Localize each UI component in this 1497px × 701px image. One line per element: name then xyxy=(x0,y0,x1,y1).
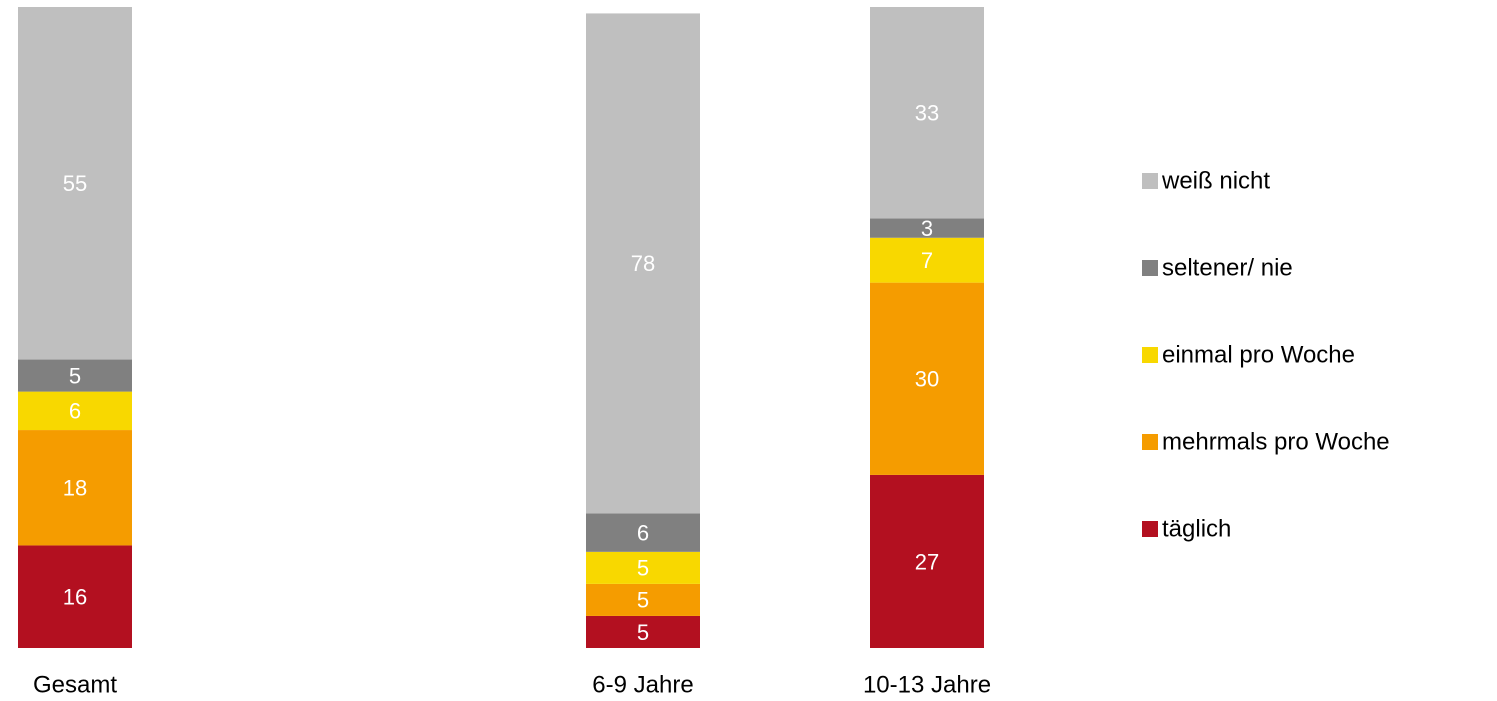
bar-segment xyxy=(586,13,700,514)
legend-swatch xyxy=(1142,260,1158,276)
bar-segment xyxy=(586,513,700,552)
data-label: 5 xyxy=(637,556,649,581)
bar-segment xyxy=(18,545,132,648)
bar-segment xyxy=(18,391,132,431)
legend-swatch xyxy=(1142,434,1158,450)
legend-swatch xyxy=(1142,173,1158,189)
bar-segment xyxy=(870,282,984,475)
bar-segment xyxy=(870,237,984,283)
data-label: 3 xyxy=(921,216,933,241)
bar-segment xyxy=(586,583,700,616)
legend-swatch xyxy=(1142,521,1158,537)
data-label: 16 xyxy=(63,585,87,610)
data-label: 55 xyxy=(63,171,87,196)
legend-label: seltener/ nie xyxy=(1162,254,1293,281)
bar-segment xyxy=(18,359,132,392)
bar-segment xyxy=(586,615,700,648)
legend-swatch xyxy=(1142,347,1158,363)
bar-segment xyxy=(18,430,132,546)
data-label: 6 xyxy=(637,520,649,545)
bar-segment xyxy=(586,551,700,584)
data-label: 5 xyxy=(69,363,81,388)
data-label: 6 xyxy=(69,399,81,424)
legend-label: weiß nicht xyxy=(1161,167,1270,194)
data-label: 30 xyxy=(915,367,939,392)
legend-label: mehrmals pro Woche xyxy=(1162,428,1390,455)
bar-segment xyxy=(870,218,984,238)
data-label: 5 xyxy=(637,588,649,613)
bar-segment xyxy=(870,474,984,648)
data-label: 5 xyxy=(637,620,649,645)
legend-label: einmal pro Woche xyxy=(1162,341,1355,368)
x-tick-label: Gesamt xyxy=(33,671,117,698)
bar-segment xyxy=(18,7,132,360)
data-label: 27 xyxy=(915,549,939,574)
data-label: 78 xyxy=(631,251,655,276)
data-label: 18 xyxy=(63,476,87,501)
data-label: 33 xyxy=(915,101,939,126)
x-tick-label: 6-9 Jahre xyxy=(592,671,693,698)
legend-label: täglich xyxy=(1162,515,1231,542)
x-tick-label: 10-13 Jahre xyxy=(863,671,991,698)
bar-segment xyxy=(870,7,984,219)
data-label: 7 xyxy=(921,248,933,273)
